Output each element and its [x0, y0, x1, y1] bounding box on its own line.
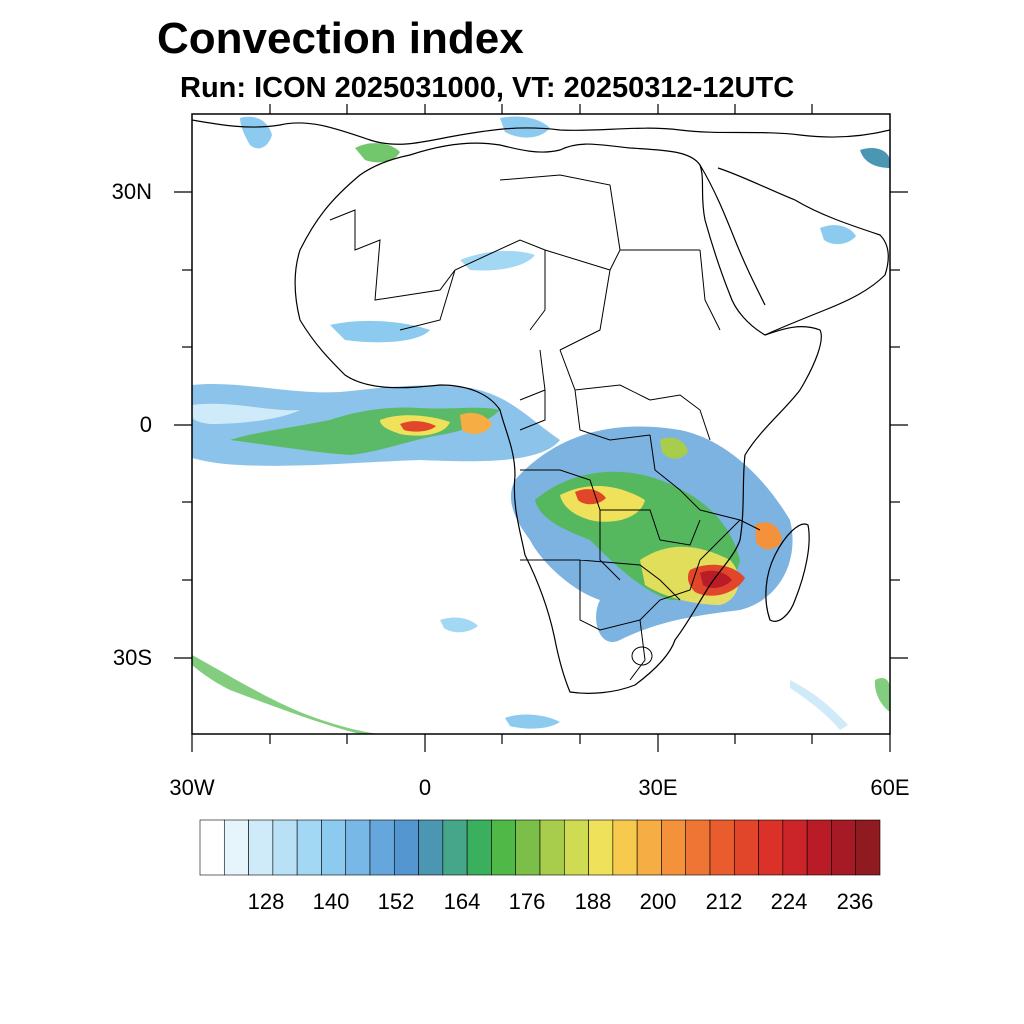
colorbar-box — [321, 819, 347, 876]
lesotho-outline — [631, 646, 653, 666]
colorbar-label: 176 — [508, 889, 546, 914]
chart-title: Convection index — [157, 14, 524, 63]
convection-patch-sahel — [330, 320, 430, 343]
colorbar-label: 224 — [770, 889, 808, 914]
colorbar-box — [369, 819, 395, 876]
colorbar-box — [806, 819, 832, 876]
convection-patch-med — [500, 116, 550, 138]
colorbar-box — [831, 819, 857, 876]
colorbar-box — [563, 819, 589, 876]
colorbar-box — [296, 819, 322, 876]
convection-field — [192, 116, 890, 734]
colorbar-box — [539, 819, 565, 876]
lon-label-30w: 30W — [169, 775, 215, 800]
lon-label-60e: 60E — [870, 775, 910, 800]
coastline-madagascar — [765, 523, 810, 622]
convection-patch-north-atlantic — [240, 116, 272, 149]
colorbar-box — [855, 819, 881, 876]
convection-hotspot-angola — [575, 489, 606, 505]
lat-label-30s: 30S — [112, 645, 152, 670]
colorbar-box — [709, 819, 735, 876]
convection-patch-sahara — [460, 250, 535, 271]
colorbar-box — [661, 819, 687, 876]
colorbar-label: 164 — [443, 889, 481, 914]
colorbar-box — [272, 819, 298, 876]
convection-streak-se — [790, 680, 848, 730]
colorbar-box — [223, 819, 249, 876]
coastline-africa — [294, 142, 822, 694]
colorbar-box — [393, 819, 419, 876]
borders — [329, 174, 761, 681]
convection-patch-south-atlantic — [440, 617, 478, 633]
convection-streak-south — [505, 714, 560, 729]
colorbar-box — [733, 819, 759, 876]
colorbar-box — [588, 819, 614, 876]
convection-hotspot-cameroon — [460, 412, 492, 434]
colorbar-box — [782, 819, 808, 876]
convection-hotspot-mozambique-core — [700, 570, 732, 588]
coastline-europe — [192, 119, 890, 145]
convection-hotspot-madagascar — [755, 522, 782, 550]
colorbar-box — [758, 819, 784, 876]
convection-band-atlantic-light — [192, 403, 300, 424]
colorbar-box — [248, 819, 274, 876]
colorbar-label: 152 — [377, 889, 415, 914]
colorbar-box — [442, 819, 468, 876]
colorbar-label: 140 — [312, 889, 350, 914]
convection-patch-ne — [860, 148, 890, 168]
colorbar-box — [636, 819, 662, 876]
run-subtitle: Run: ICON 2025031000, VT: 20250312-12UTC — [180, 72, 795, 104]
convection-patch-far-se — [874, 678, 890, 712]
colorbar-label: 200 — [639, 889, 677, 914]
border-lines-central — [519, 349, 711, 581]
colorbar-label: 188 — [574, 889, 612, 914]
coastline-red-sea — [699, 164, 766, 306]
colorbar-label: 128 — [247, 889, 285, 914]
lon-label-30e: 30E — [638, 775, 678, 800]
convection-hotspot-gulf-core — [400, 421, 436, 432]
coastline-arabia — [717, 167, 889, 336]
convection-hotspot-lakes — [660, 437, 688, 459]
coastlines — [192, 119, 890, 694]
border-lines-north — [329, 174, 721, 351]
border-lines-south — [520, 509, 761, 681]
colorbar-box — [515, 819, 541, 876]
colorbar — [199, 819, 881, 876]
colorbar-box — [418, 819, 444, 876]
colorbar-label: 212 — [705, 889, 743, 914]
colorbar-box — [345, 819, 371, 876]
colorbar-label: 236 — [836, 889, 874, 914]
colorbar-box — [612, 819, 638, 876]
map-frame — [191, 113, 891, 735]
colorbar-box — [491, 819, 517, 876]
convection-patch-morocco — [355, 143, 400, 163]
convection-patch-arabia — [820, 225, 856, 245]
lat-label-30n: 30N — [111, 179, 152, 204]
convection-streak-sw — [192, 655, 380, 734]
lon-label-0: 0 — [418, 775, 432, 800]
colorbar-box — [685, 819, 711, 876]
colorbar-box — [466, 819, 492, 876]
colorbar-box — [199, 819, 225, 876]
lat-label-0: 0 — [139, 412, 152, 437]
axis-ticks — [174, 104, 908, 752]
